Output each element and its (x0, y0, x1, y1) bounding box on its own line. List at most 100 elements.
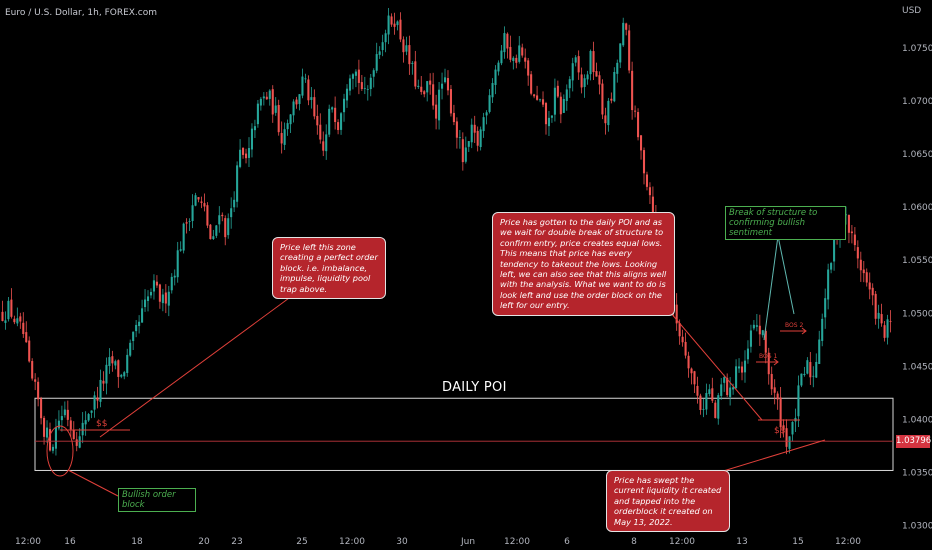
candle (767, 347, 770, 385)
candle (850, 225, 853, 244)
candle (152, 274, 155, 300)
candle (467, 141, 470, 152)
candle (773, 379, 776, 405)
price-axis-currency: USD (902, 6, 921, 16)
candle (693, 370, 696, 394)
candle (699, 393, 702, 415)
candle (464, 136, 467, 164)
candle (345, 84, 349, 108)
candle (524, 48, 527, 69)
bos2-label: BOS 2 (785, 322, 803, 329)
x-tick-label: 20 (198, 537, 210, 547)
candle (331, 106, 334, 113)
candle (25, 321, 28, 343)
candle (461, 132, 464, 171)
candle (176, 241, 179, 283)
candle (821, 313, 824, 347)
candle (470, 118, 473, 149)
candle (351, 73, 354, 90)
candle (491, 78, 494, 104)
candle (562, 94, 565, 114)
daily-poi-label: DAILY POI (442, 380, 507, 395)
candle (417, 79, 420, 89)
price-axis[interactable]: 1.07500 1.07000 1.06500 1.06000 1.05500 1.050… (902, 44, 932, 532)
break-of-structure-label: Break of structure to confirming bullish… (725, 206, 846, 240)
candle (485, 110, 488, 125)
candle (129, 339, 132, 357)
candle (363, 76, 366, 95)
candle (521, 43, 524, 58)
candle (438, 82, 441, 130)
candle (381, 34, 384, 57)
candle (69, 416, 72, 437)
candle (16, 307, 19, 327)
candle (494, 65, 497, 95)
candle (155, 275, 158, 288)
candle (414, 50, 417, 90)
y-tick-label: 1.06000 (902, 203, 932, 213)
candle (812, 366, 815, 388)
candle (292, 99, 295, 123)
candle (405, 36, 408, 56)
candle (66, 400, 69, 427)
candle (340, 111, 343, 135)
candlestick-series (1, 7, 892, 456)
time-axis[interactable]: 12:00 16 18 20 23 25 12:00 30 Jun 12:00 6 8 12:00 13 1… (15, 537, 861, 547)
candle (22, 312, 25, 338)
note-daily-poi: Price has gotten to the daily POI and as… (492, 212, 675, 316)
candle (200, 196, 203, 209)
candle (239, 139, 242, 169)
candle (509, 35, 512, 63)
candle (158, 283, 161, 309)
x-tick-label: 12:00 (504, 537, 530, 547)
candle (271, 85, 274, 123)
candle (144, 289, 147, 312)
candle (595, 62, 598, 77)
candle (696, 376, 699, 404)
candle (81, 412, 84, 444)
candle (286, 119, 289, 136)
candle (622, 17, 625, 48)
candle (378, 46, 381, 59)
candle (63, 401, 66, 418)
candle (541, 91, 545, 108)
candle (568, 76, 571, 98)
candle (684, 332, 687, 359)
x-tick-label: 8 (631, 537, 637, 547)
candle (173, 269, 176, 286)
candle (188, 218, 191, 231)
candle (806, 357, 809, 375)
candle (604, 107, 607, 135)
x-tick-label: 30 (396, 537, 408, 547)
candle (408, 35, 411, 75)
candle (687, 351, 690, 378)
candle (384, 29, 387, 53)
candle (449, 84, 452, 117)
candle (319, 113, 322, 144)
candle (242, 147, 245, 159)
x-tick-label: 13 (736, 537, 747, 547)
candle (619, 43, 622, 69)
candle (803, 366, 806, 377)
candle (889, 310, 892, 333)
candle (589, 49, 592, 81)
candle (446, 70, 450, 96)
candle (785, 419, 788, 455)
candle (738, 358, 741, 373)
y-tick-label: 1.05500 (902, 256, 932, 266)
candle (735, 359, 738, 389)
candle (530, 70, 533, 96)
candle (500, 44, 503, 66)
candle (874, 291, 877, 325)
candle (628, 24, 631, 74)
x-tick-label: 15 (792, 537, 803, 547)
candle (289, 114, 292, 133)
candle (48, 422, 52, 452)
candle (393, 12, 396, 35)
candle (102, 371, 105, 391)
candle (761, 329, 764, 338)
candle (853, 227, 856, 251)
candle (244, 148, 248, 164)
candle (146, 290, 150, 312)
